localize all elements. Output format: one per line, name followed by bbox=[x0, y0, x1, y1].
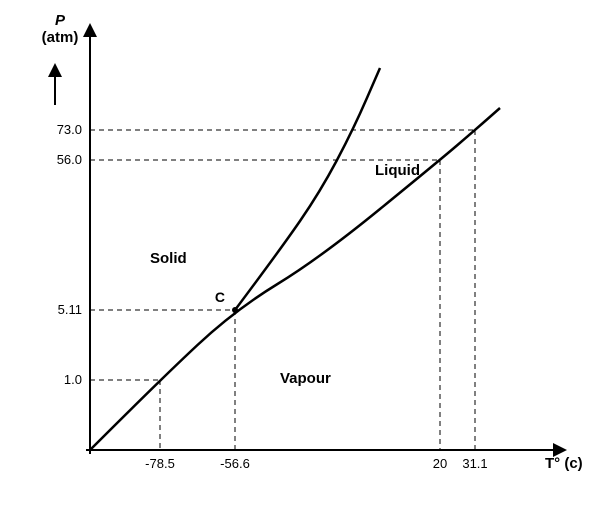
region-label: Vapour bbox=[280, 370, 331, 387]
triple-point: C bbox=[215, 289, 238, 313]
y-tick-label: 56.0 bbox=[57, 152, 82, 167]
sublimation-vaporization-curve bbox=[90, 108, 500, 450]
axis-titles: P(atm) T° (c) bbox=[42, 12, 583, 472]
phase-diagram: 73.0 56.0 5.11 1.0 -78.5 -56.6 20 31.1 Solid Li… bbox=[0, 0, 590, 510]
y-axis-title-1: P bbox=[55, 12, 66, 29]
y-tick-labels: 73.0 56.0 5.11 1.0 bbox=[57, 122, 82, 387]
x-tick-label: 31.1 bbox=[462, 456, 487, 471]
x-tick-labels: -78.5 -56.6 20 31.1 bbox=[145, 456, 487, 471]
triple-point-label: C bbox=[215, 289, 225, 305]
x-tick-label: -56.6 bbox=[220, 456, 250, 471]
y-axis-title-2: (atm) bbox=[42, 29, 79, 46]
region-label: Solid bbox=[150, 250, 187, 267]
y-tick-label: 1.0 bbox=[64, 372, 82, 387]
y-tick-label: 73.0 bbox=[57, 122, 82, 137]
x-axis-title: T° (c) bbox=[545, 455, 583, 472]
x-tick-label: -78.5 bbox=[145, 456, 175, 471]
triple-point-marker bbox=[232, 307, 238, 313]
fusion-curve bbox=[235, 68, 380, 310]
axes bbox=[55, 30, 560, 454]
y-tick-label: 5.11 bbox=[58, 302, 82, 317]
x-tick-label: 20 bbox=[433, 456, 447, 471]
region-label: Liquid bbox=[375, 162, 420, 179]
